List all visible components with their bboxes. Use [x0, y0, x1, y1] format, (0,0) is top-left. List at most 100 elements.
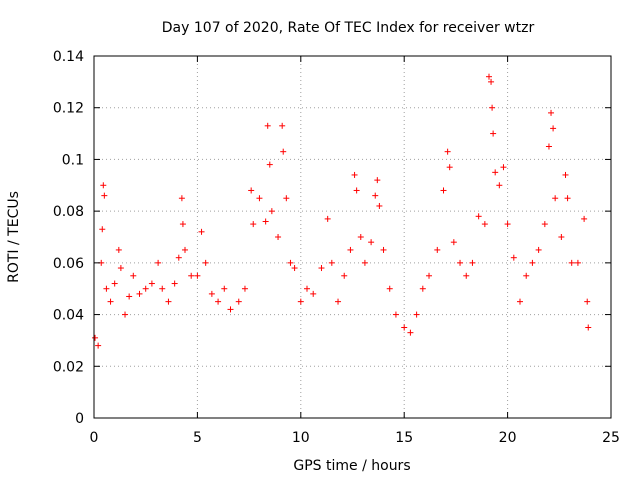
data-point [248, 187, 255, 194]
data-point [107, 298, 114, 305]
data-point [297, 298, 304, 305]
y-tick-label: 0.1 [62, 152, 84, 168]
data-point [564, 195, 571, 202]
data-point [353, 187, 360, 194]
data-point [291, 265, 298, 272]
data-point [376, 202, 383, 209]
x-tick-label: 20 [499, 430, 517, 446]
data-point [310, 290, 317, 297]
data-point [111, 280, 118, 287]
data-point [407, 329, 414, 336]
y-tick-label: 0.12 [53, 101, 84, 117]
data-point [117, 265, 124, 272]
data-point [179, 221, 186, 228]
data-point [504, 221, 511, 228]
y-tick-labels: 0 0.02 0.04 0.06 0.08 0.1 0.12 0.14 [53, 49, 84, 427]
data-point [227, 306, 234, 313]
data-point [545, 143, 552, 150]
data-point [142, 285, 149, 292]
x-tick-label: 10 [292, 430, 310, 446]
data-point [122, 311, 129, 318]
chart-title: Day 107 of 2020, Rate Of TEC Index for r… [162, 20, 535, 36]
data-point [490, 130, 497, 137]
data-point [188, 272, 195, 279]
x-tick-label: 15 [395, 430, 413, 446]
data-point [126, 293, 133, 300]
data-point [357, 234, 364, 240]
data-point [165, 298, 172, 305]
data-point [548, 109, 555, 116]
data-point [235, 298, 242, 305]
x-tick-label: 0 [90, 430, 99, 446]
data-point [392, 311, 399, 318]
data-point [351, 171, 358, 178]
data-point [500, 164, 507, 171]
data-point [481, 221, 488, 228]
data-point [283, 195, 290, 202]
y-tick-label: 0.04 [53, 308, 84, 324]
data-point [434, 246, 441, 253]
data-points [92, 73, 592, 349]
data-point [413, 311, 420, 318]
data-point [99, 226, 106, 233]
data-point [279, 122, 286, 129]
data-point [380, 246, 387, 253]
data-point [419, 285, 426, 292]
data-point [115, 246, 122, 253]
data-point [155, 259, 162, 266]
x-tick-label: 5 [193, 430, 202, 446]
data-point [574, 259, 581, 266]
data-point [275, 234, 282, 240]
data-point [171, 280, 178, 287]
gridlines [94, 56, 611, 418]
data-point [215, 298, 222, 305]
data-point [489, 104, 496, 111]
data-point [581, 215, 588, 222]
data-point [374, 177, 381, 184]
data-point [241, 285, 248, 292]
data-point [318, 265, 325, 272]
y-tick-label: 0.14 [53, 49, 84, 65]
data-point [287, 259, 294, 266]
data-point [488, 78, 495, 85]
plot-frame [93, 55, 612, 419]
data-point [181, 246, 188, 253]
data-point [517, 298, 524, 305]
data-point [485, 73, 492, 80]
data-point [250, 221, 257, 228]
data-point [159, 285, 166, 292]
data-point [523, 272, 530, 279]
data-point [496, 182, 503, 189]
data-point [562, 171, 569, 178]
y-tick-label: 0.02 [53, 359, 84, 375]
data-point [463, 272, 470, 279]
data-point [148, 280, 155, 287]
y-axis-label: ROTI / TECUs [6, 191, 22, 283]
data-point [335, 298, 342, 305]
data-point [95, 342, 102, 349]
data-point [194, 272, 201, 279]
x-tick-label: 25 [602, 430, 620, 446]
data-point [136, 290, 143, 297]
data-point [568, 259, 575, 266]
data-point [440, 187, 447, 194]
data-point [103, 285, 110, 292]
data-point [584, 298, 591, 305]
data-point [535, 246, 542, 253]
data-point [368, 239, 375, 246]
data-point [198, 228, 205, 235]
data-point [178, 195, 185, 202]
data-point [550, 125, 557, 132]
data-point [347, 246, 354, 253]
data-point [324, 215, 331, 222]
data-point [446, 164, 453, 171]
data-point [469, 259, 476, 266]
data-point [585, 324, 592, 331]
data-point [130, 272, 137, 279]
data-point [262, 218, 269, 225]
data-point [221, 285, 228, 292]
data-point [100, 182, 107, 189]
data-point [175, 254, 182, 261]
data-point [401, 324, 408, 331]
y-tick-label: 0.06 [53, 256, 84, 272]
